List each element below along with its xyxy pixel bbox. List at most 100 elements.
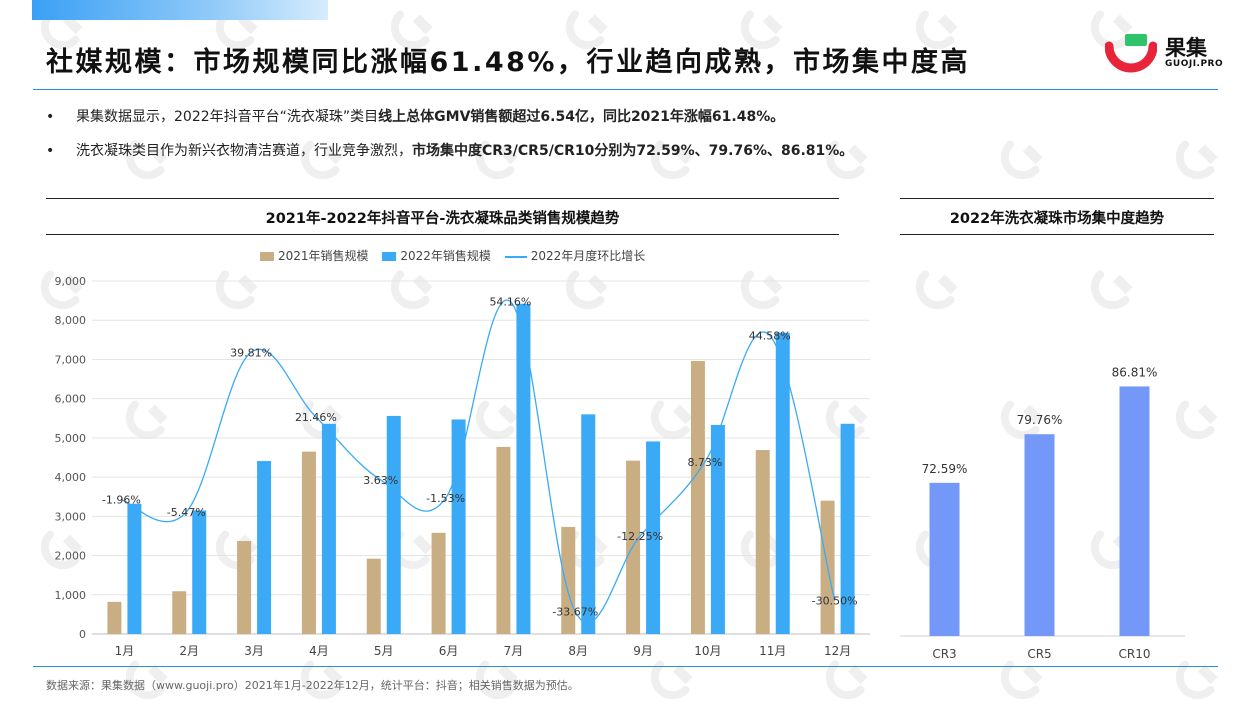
brand-logo: 果集 GUOJI.PRO	[1105, 30, 1225, 76]
logo-subtext: GUOJI.PRO	[1165, 59, 1224, 69]
growth-data-label: 21.46%	[295, 411, 337, 424]
top-accent-bar	[32, 0, 328, 20]
x-tick-label: 2月	[179, 644, 199, 658]
bar-2022	[710, 424, 725, 634]
concentration-bar	[1024, 434, 1055, 636]
x-tick-label: CR5	[1027, 647, 1051, 661]
y-tick-label: 4,000	[55, 471, 87, 484]
bullet-text: 果集数据显示，2022年抖音平台“洗衣凝珠”类目	[76, 109, 379, 125]
watermark-arc	[1000, 140, 1040, 180]
growth-data-label: -12.25%	[617, 530, 663, 543]
left-chart-title: 2021年-2022年抖音平台-洗衣凝珠品类销售规模趋势	[265, 211, 620, 227]
legend-swatch-growth	[504, 255, 527, 258]
bar-2022	[127, 503, 142, 634]
bullet-bold-text: 市场集中度CR3/CR5/CR10分别为72.59%、79.76%、86.81%…	[412, 143, 854, 159]
growth-data-label: -33.67%	[552, 606, 598, 619]
x-tick-label: 1月	[115, 644, 135, 658]
page-title: 社媒规模：市场规模同比涨幅61.48%，行业趋向成熟，市场集中度高	[46, 47, 970, 78]
y-tick-label: 1,000	[55, 589, 87, 602]
x-tick-label: 11月	[759, 644, 786, 658]
bullet-marker: •	[46, 109, 55, 125]
growth-data-label: 3.63%	[363, 474, 398, 487]
x-tick-label: 7月	[504, 644, 524, 658]
bullet-item: • 果集数据显示，2022年抖音平台“洗衣凝珠”类目线上总体GMV销售额超过6.…	[46, 106, 853, 128]
x-tick-label: CR3	[932, 647, 956, 661]
y-tick-label: 3,000	[55, 510, 87, 523]
watermark-block	[587, 14, 608, 35]
concentration-bar	[929, 482, 960, 636]
concentration-data-label: 79.76%	[1017, 413, 1063, 427]
concentration-data-label: 72.59%	[922, 462, 968, 476]
logo-mark-icon	[1105, 34, 1157, 73]
y-tick-label: 6,000	[55, 393, 87, 406]
header-divider	[33, 89, 1218, 90]
left-chart-bottom-rule	[46, 234, 839, 235]
watermark-block	[412, 14, 433, 35]
x-tick-label: 10月	[694, 644, 721, 658]
bar-2022	[775, 332, 790, 634]
bar-2022	[840, 423, 855, 634]
watermark-block	[1022, 144, 1043, 165]
legend-swatch-2022	[382, 252, 397, 261]
concentration-bar	[1119, 386, 1150, 636]
bullet-marker: •	[46, 143, 55, 159]
watermark-arc	[825, 660, 865, 700]
bar-2022	[451, 419, 466, 634]
bar-2022	[192, 510, 207, 634]
bullet-text: 洗衣凝珠类目作为新兴衣物清洁赛道，行业竞争激烈，	[76, 143, 412, 159]
y-tick-label: 0	[79, 628, 86, 641]
logo-text: 果集	[1165, 36, 1207, 60]
x-tick-label: 5月	[374, 644, 394, 658]
bar-2022	[257, 461, 272, 634]
watermark-block	[762, 14, 783, 35]
x-tick-label: 6月	[439, 644, 459, 658]
right-chart-bottom-rule	[900, 234, 1214, 235]
bar-2021	[237, 541, 252, 634]
right-chart-top-rule	[900, 198, 1214, 199]
watermark-arc	[1175, 660, 1215, 700]
watermark-mark	[1000, 140, 1043, 180]
bar-2022	[516, 303, 531, 634]
x-tick-label: 8月	[568, 644, 588, 658]
growth-data-label: 39.81%	[230, 346, 272, 359]
sales-trend-chart: 0 1,000 2,000 3,000 4,000 5,000 6,000 7,000 8,00…	[55, 275, 870, 658]
bar-2021	[172, 591, 187, 634]
y-tick-label: 2,000	[55, 550, 87, 563]
x-tick-label: 12月	[824, 644, 851, 658]
bar-2021	[561, 526, 576, 634]
watermark-block	[937, 14, 958, 35]
watermark-arc	[1000, 660, 1040, 700]
x-tick-label: 9月	[633, 644, 653, 658]
right-chart-title: 2022年洗衣凝珠市场集中度趋势	[949, 211, 1165, 227]
concentration-chart: 72.59% CR3 79.76% CR5 86.81% CR10	[900, 365, 1185, 661]
x-tick-label: CR10	[1119, 647, 1151, 661]
growth-data-label: 8.73%	[687, 456, 722, 469]
y-tick-label: 7,000	[55, 353, 87, 366]
bar-2021	[496, 446, 511, 634]
summary-bullets: • 果集数据显示，2022年抖音平台“洗衣凝珠”类目线上总体GMV销售额超过6.…	[46, 106, 853, 174]
bar-2021	[755, 450, 770, 634]
bullet-bold-text: 线上总体GMV销售额超过6.54亿，同比2021年涨幅61.48%。	[378, 109, 785, 125]
bar-2021	[107, 601, 122, 634]
x-tick-label: 3月	[244, 644, 264, 658]
legend-item-growth: 2022年月度环比增长	[504, 247, 646, 264]
legend-item-2021: 2021年销售规模	[260, 247, 369, 264]
growth-data-label: -1.53%	[426, 492, 465, 505]
bar-2022	[581, 414, 596, 634]
watermark-block	[1197, 144, 1218, 165]
bar-2022	[321, 423, 336, 634]
growth-data-label: 54.16%	[489, 296, 531, 309]
footer-divider	[33, 666, 1218, 667]
growth-data-label: -30.50%	[812, 594, 858, 607]
data-source-note: 数据来源：果集数据（www.guoji.pro）2021年1月-2022年12月…	[46, 679, 579, 692]
growth-line	[121, 299, 836, 624]
growth-data-label: 44.58%	[749, 329, 791, 342]
growth-data-label: -5.47%	[167, 506, 206, 519]
bar-2021	[431, 532, 446, 634]
watermark-mark	[1175, 140, 1218, 180]
bar-2021	[690, 361, 705, 634]
bar-2021	[301, 451, 316, 634]
bullet-item: • 洗衣凝珠类目作为新兴衣物清洁赛道，行业竞争激烈，市场集中度CR3/CR5/C…	[46, 140, 853, 162]
legend-label-growth: 2022年月度环比增长	[530, 249, 646, 263]
watermark-arc	[1175, 140, 1215, 180]
